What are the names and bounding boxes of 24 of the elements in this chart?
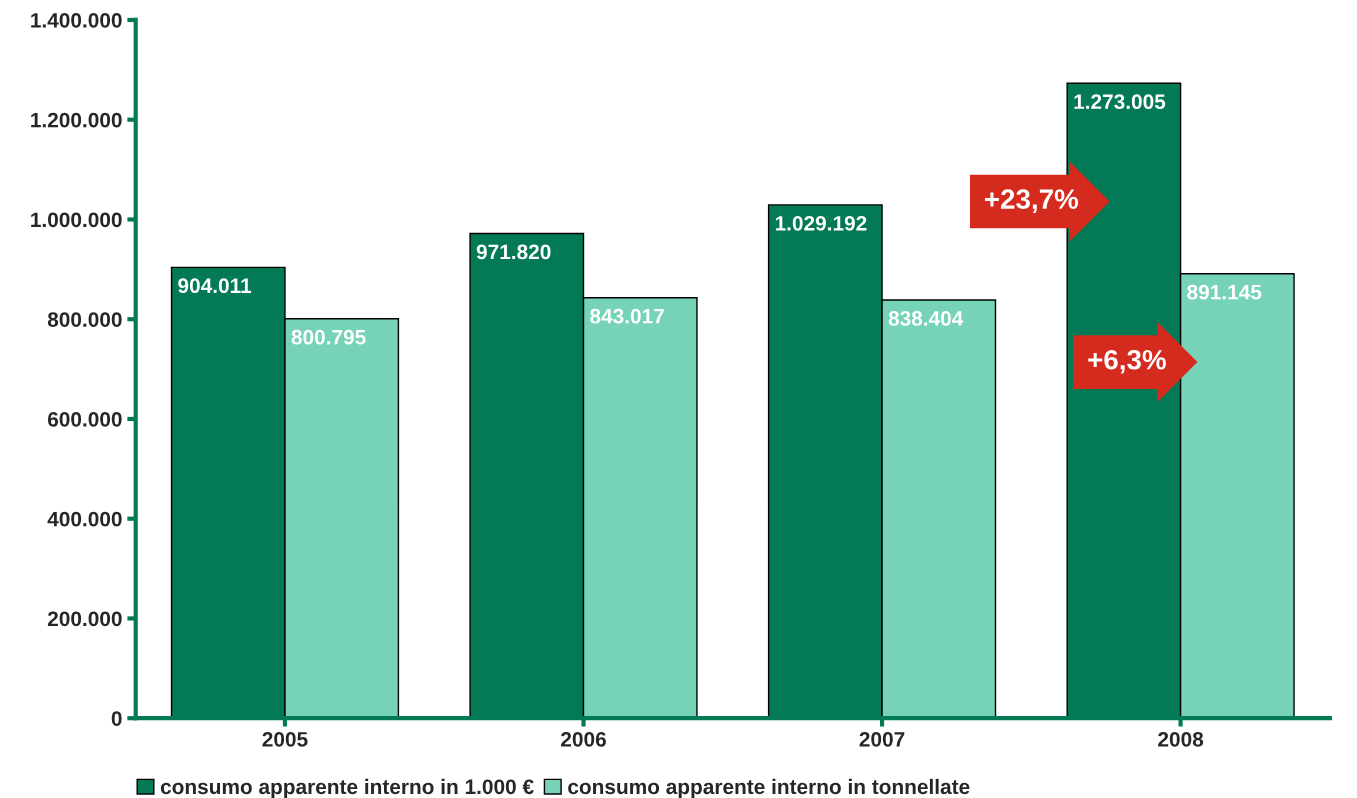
data-label: 1.029.192 <box>775 215 867 231</box>
y-tick-label: 800.000 <box>47 312 122 327</box>
data-label: 843.017 <box>590 308 664 324</box>
legend-label: consumo apparente interno in 1.000 € <box>160 778 534 798</box>
y-tick-label: 0 <box>111 711 122 726</box>
annotation: +23,7% <box>985 189 1079 213</box>
data-label: 838.404 <box>888 311 964 326</box>
data-label: 891.145 <box>1187 284 1262 300</box>
y-tick-label: 1.200.000 <box>31 112 122 128</box>
y-tick-label: 1.400.000 <box>31 12 122 28</box>
x-tick-label: 2005 <box>262 731 308 747</box>
annotation: +6,3% <box>1088 349 1166 374</box>
y-tick-label: 600.000 <box>47 411 122 427</box>
x-tick-label: 2006 <box>561 731 606 747</box>
data-label: 1.273.005 <box>1074 94 1166 110</box>
x-tick-label: 2008 <box>1158 731 1204 747</box>
data-label: 904.011 <box>178 278 252 294</box>
y-tick-label: 400.000 <box>47 511 122 527</box>
data-label: 800.795 <box>291 329 366 345</box>
y-tick-label: 1.000.000 <box>31 212 122 228</box>
data-label: 971.820 <box>476 244 551 260</box>
y-tick-label: 200.000 <box>47 611 122 627</box>
x-tick-label: 2007 <box>859 731 905 747</box>
legend-label: consumo apparente interno in tonnellate <box>568 778 970 798</box>
